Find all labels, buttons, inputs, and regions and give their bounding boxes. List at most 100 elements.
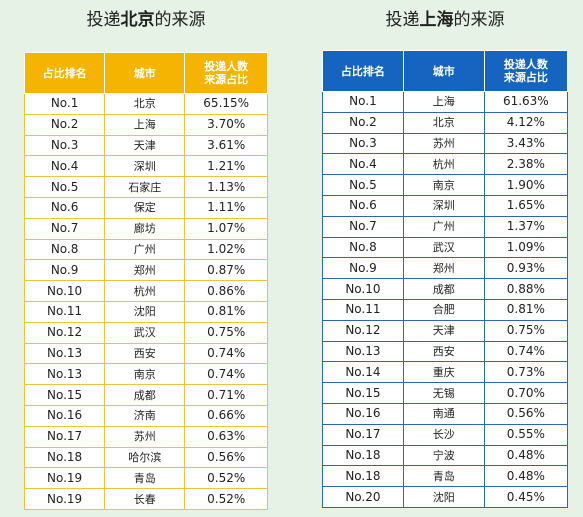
table-row: No.1 上海 61.63%	[322, 91, 569, 113]
table-row: No.15 成都 0.71%	[23, 384, 268, 406]
rank-cell: No.16	[322, 402, 404, 425]
beijing-title-prefix: 投递	[86, 10, 121, 30]
rank-cell: No.1	[322, 91, 404, 113]
table-row: No.18 哈尔滨 0.56%	[23, 446, 268, 469]
rank-cell: No.18	[322, 465, 404, 488]
city-cell: 济南	[104, 404, 186, 427]
share-cell: 0.48%	[483, 465, 569, 488]
rank-cell: No.2	[23, 113, 106, 136]
share-cell: 1.02%	[184, 238, 268, 261]
city-cell: 深圳	[104, 155, 186, 178]
table-row: No.12 天津 0.75%	[322, 319, 569, 342]
share-cell: 0.74%	[483, 340, 569, 363]
city-cell: 青岛	[402, 465, 485, 488]
share-cell: 61.63%	[483, 91, 569, 113]
rank-cell: No.10	[23, 280, 106, 302]
rank-cell: No.5	[322, 174, 404, 196]
share-cell: 0.73%	[483, 361, 569, 384]
city-cell: 长沙	[402, 423, 485, 446]
table-row: No.7 廊坊 1.07%	[23, 217, 268, 240]
header-share: 投递人数 来源占比	[184, 52, 268, 94]
rank-cell: No.3	[322, 132, 404, 155]
rank-cell: No.18	[322, 444, 404, 467]
share-cell: 0.56%	[483, 402, 569, 425]
beijing-header-row: 占比排名 城市 投递人数 来源占比	[23, 52, 268, 94]
city-cell: 杭州	[104, 280, 186, 302]
beijing-panel: 投递北京的来源 占比排名 城市 投递人数 来源占比 No.1 北京 65.15% No.…	[23, 0, 268, 510]
city-cell: 重庆	[402, 361, 485, 384]
share-cell: 2.38%	[483, 153, 569, 176]
city-cell: 沈阳	[104, 300, 186, 323]
share-cell: 0.81%	[184, 300, 268, 323]
table-row: No.1 北京 65.15%	[23, 93, 268, 115]
beijing-table-body: No.1 北京 65.15% No.2 上海 3.70% No.3 天津 3.61% No.4 深圳…	[23, 93, 268, 510]
city-cell: 郑州	[104, 259, 186, 282]
city-cell: 南京	[104, 363, 186, 386]
rank-cell: No.19	[23, 467, 106, 490]
city-cell: 成都	[402, 278, 485, 300]
rank-cell: No.10	[322, 278, 404, 300]
city-cell: 廊坊	[104, 217, 186, 240]
city-cell: 苏州	[402, 132, 485, 155]
share-cell: 3.61%	[184, 134, 268, 157]
table-row: No.12 武汉 0.75%	[23, 321, 268, 344]
rank-cell: No.15	[23, 384, 106, 406]
rank-cell: No.9	[23, 259, 106, 282]
rank-cell: No.11	[322, 298, 404, 321]
shanghai-table-body: No.1 上海 61.63% No.2 北京 4.12% No.3 苏州 3.43% No.4 杭州…	[322, 91, 569, 508]
rank-cell: No.3	[23, 134, 106, 157]
shanghai-title-suffix: 的来源	[453, 10, 505, 30]
share-cell: 0.88%	[483, 278, 569, 300]
rank-cell: No.20	[322, 486, 404, 508]
city-cell: 武汉	[402, 236, 485, 259]
city-cell: 合肥	[402, 298, 485, 321]
city-cell: 北京	[402, 111, 485, 134]
shanghai-title: 投递上海的来源	[322, 0, 568, 46]
city-cell: 石家庄	[104, 176, 186, 198]
table-row: No.15 无锡 0.70%	[322, 382, 569, 404]
table-row: No.16 济南 0.66%	[23, 404, 268, 427]
city-cell: 成都	[104, 384, 186, 406]
city-cell: 上海	[402, 91, 485, 113]
city-cell: 广州	[402, 215, 485, 238]
header-rank: 占比排名	[23, 52, 106, 94]
rank-cell: No.13	[23, 342, 106, 365]
share-cell: 0.93%	[483, 257, 569, 280]
rank-cell: No.16	[23, 404, 106, 427]
rank-cell: No.8	[322, 236, 404, 259]
city-cell: 长春	[104, 488, 186, 510]
share-cell: 1.13%	[184, 176, 268, 198]
table-row: No.5 石家庄 1.13%	[23, 176, 268, 198]
share-cell: 0.86%	[184, 280, 268, 302]
table-row: No.17 苏州 0.63%	[23, 425, 268, 448]
table-row: No.6 保定 1.11%	[23, 196, 268, 219]
beijing-title-suffix: 的来源	[154, 10, 206, 30]
rank-cell: No.12	[23, 321, 106, 344]
share-cell: 0.45%	[483, 486, 569, 508]
header-rank: 占比排名	[322, 50, 404, 92]
share-cell: 1.07%	[184, 217, 268, 240]
city-cell: 杭州	[402, 153, 485, 176]
share-cell: 4.12%	[483, 111, 569, 134]
rank-cell: No.8	[23, 238, 106, 261]
share-cell: 0.75%	[483, 319, 569, 342]
table-row: No.14 重庆 0.73%	[322, 361, 569, 384]
share-cell: 1.90%	[483, 174, 569, 196]
rank-cell: No.18	[23, 446, 106, 469]
shanghai-title-city: 上海	[419, 10, 454, 30]
table-row: No.7 广州 1.37%	[322, 215, 569, 238]
table-row: No.8 武汉 1.09%	[322, 236, 569, 259]
table-row: No.11 合肥 0.81%	[322, 298, 569, 321]
rank-cell: No.5	[23, 176, 106, 198]
shanghai-panel: 投递上海的来源 占比排名 城市 投递人数 来源占比 No.1 上海 61.63% No.…	[322, 0, 569, 508]
table-row: No.10 成都 0.88%	[322, 278, 569, 300]
share-cell: 0.52%	[184, 488, 268, 510]
table-row: No.16 南通 0.56%	[322, 402, 569, 425]
rank-cell: No.4	[23, 155, 106, 178]
table-row: No.3 天津 3.61%	[23, 134, 268, 157]
city-cell: 深圳	[402, 194, 485, 217]
beijing-title: 投递北京的来源	[24, 0, 268, 46]
rank-cell: No.6	[322, 194, 404, 217]
rank-cell: No.9	[322, 257, 404, 280]
city-cell: 沈阳	[402, 486, 485, 508]
